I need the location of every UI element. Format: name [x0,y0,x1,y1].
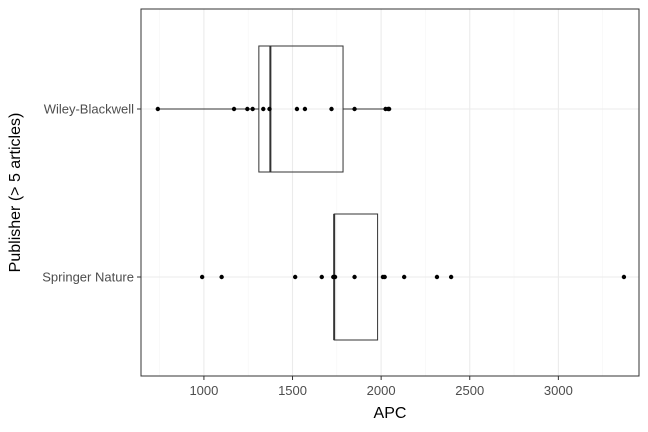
x-tick-label: 1000 [189,383,218,398]
data-point [219,274,224,280]
data-point [332,274,338,280]
data-point [382,274,387,280]
data-points [155,106,627,280]
panel-border [140,8,640,377]
data-point [155,106,161,112]
data-point [352,106,357,112]
x-tick-label: 2000 [367,383,396,398]
iqr-box [258,45,344,173]
data-point [302,106,308,112]
data-point [231,106,237,112]
data-point [245,106,250,112]
data-point [352,274,357,280]
data-point [386,106,392,112]
y-tick-label: Wiley-Blackwell [44,102,134,117]
data-point [292,274,298,280]
y-axis-title: Publisher (> 5 articles) [7,113,24,273]
data-point [621,274,627,280]
data-point [401,274,407,280]
data-point [261,106,266,112]
data-point [267,106,272,112]
grid-lines [141,9,639,376]
y-tick-labels: Wiley-Blackwell Springer Nature [42,102,141,285]
box-layer [157,45,390,341]
data-point [319,274,324,280]
data-point [250,106,255,112]
data-point [434,274,440,280]
data-point [448,274,454,280]
x-tick-labels: 1000 1500 2000 2500 3000 [189,376,573,398]
data-point [199,274,205,280]
y-tick-label: Springer Nature [42,270,134,285]
x-axis-title: APC [374,405,407,422]
x-tick-label: 3000 [544,383,573,398]
data-point [294,106,300,112]
data-point [329,106,334,112]
x-tick-label: 2500 [455,383,484,398]
x-tick-label: 1500 [278,383,307,398]
